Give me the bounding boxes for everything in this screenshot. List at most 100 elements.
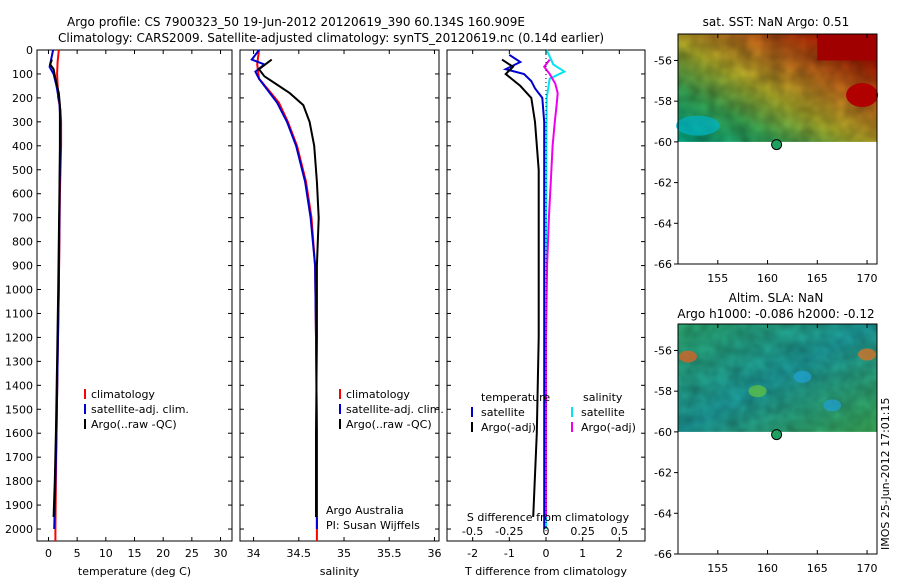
series-line — [502, 53, 546, 529]
secondary-axis-label: S difference from climatology — [467, 511, 630, 524]
profile-location-marker — [771, 139, 783, 151]
x-tick-label: 2 — [616, 547, 623, 560]
y-tick-label: 1600 — [5, 427, 33, 440]
y-tick-label: -58 — [654, 95, 672, 108]
y-tick-label: 1000 — [5, 284, 33, 297]
y-tick-label: 1300 — [5, 355, 33, 368]
warm-patch — [846, 83, 879, 108]
x-tick-label: 1 — [579, 547, 586, 560]
y-tick-label: 500 — [12, 164, 33, 177]
y-tick-label: 600 — [12, 188, 33, 201]
x-tick-label: 0 — [543, 547, 550, 560]
y-tick-label: 700 — [12, 212, 33, 225]
plot-frame — [36, 49, 233, 542]
anomaly-patch — [793, 370, 812, 383]
secondary-tick-label: 0.25 — [570, 525, 595, 538]
y-tick-label: -64 — [654, 507, 672, 520]
y-tick-label: 2000 — [5, 523, 33, 536]
y-tick-label: -56 — [654, 54, 672, 67]
secondary-tick-label: 0.5 — [611, 525, 629, 538]
anomaly-patch — [748, 385, 767, 398]
y-tick-label: 1500 — [5, 403, 33, 416]
legend-label: Argo(..raw -QC) — [346, 418, 432, 431]
x-tick-label: 30 — [214, 547, 228, 560]
timestamp-label: IMOS 25-Jun-2012 17:01:15 — [879, 397, 892, 550]
sla-map-title: Altim. SLA: NaN — [729, 291, 824, 305]
y-tick-label: -62 — [654, 467, 672, 480]
x-axis-label: salinity — [320, 565, 360, 578]
x-tick-label: 0 — [45, 547, 52, 560]
sla-map-subtitle: Argo h1000: -0.086 h2000: -0.12 — [677, 307, 874, 321]
anomaly-patch — [858, 348, 877, 361]
y-tick-label: -62 — [654, 177, 672, 190]
y-tick-label: 1800 — [5, 475, 33, 488]
y-tick-label: 200 — [12, 92, 33, 105]
x-tick-label: 25 — [185, 547, 199, 560]
x-tick-label: 10 — [99, 547, 113, 560]
plot-frame — [239, 49, 440, 542]
warm-patch — [817, 34, 877, 61]
x-tick-label: 34.5 — [287, 547, 312, 560]
secondary-tick-label: -0.5 — [462, 525, 483, 538]
map-frame — [677, 33, 878, 265]
series-line — [542, 58, 559, 517]
y-tick-label: 0 — [26, 44, 33, 57]
y-tick-label: 800 — [12, 236, 33, 249]
y-tick-label: -64 — [654, 217, 672, 230]
x-tick-label: 155 — [707, 562, 728, 575]
x-tick-label: 160 — [757, 562, 778, 575]
sst-map-title: sat. SST: NaN Argo: 0.51 — [703, 15, 850, 29]
x-tick-label: 20 — [156, 547, 170, 560]
x-tick-label: 170 — [857, 562, 878, 575]
y-tick-label: 1900 — [5, 499, 33, 512]
y-tick-label: -66 — [654, 548, 672, 561]
y-tick-label: 100 — [12, 68, 33, 81]
salinity-panel: 34 34.5 35 35.5 36 salinity climatology satelli… — [239, 49, 444, 578]
y-tick-label: 300 — [12, 116, 33, 129]
legend-label: climatology — [346, 388, 410, 401]
cool-patch — [675, 115, 720, 136]
y-tick-label: -58 — [654, 385, 672, 398]
x-tick-label: 34 — [247, 547, 261, 560]
secondary-tick-label: -0.25 — [495, 525, 523, 538]
x-tick-label: 35.5 — [377, 547, 402, 560]
series-line — [257, 58, 320, 517]
y-tick-label: 900 — [12, 260, 33, 273]
y-tick-label: -60 — [654, 426, 672, 439]
y-tick-label: -66 — [654, 258, 672, 271]
x-tick-label: 36 — [427, 547, 441, 560]
map-texture — [678, 324, 877, 432]
difference-panel: -2 -1 0 1 2 T difference from climatology -0.5… — [446, 49, 646, 578]
y-tick-label: 400 — [12, 140, 33, 153]
title-line-1: Argo profile: CS 7900323_50 19-Jun-2012 … — [67, 15, 525, 29]
legend-label: satellite — [481, 406, 525, 419]
legend-group-title: temperature — [481, 391, 550, 404]
legend-label: Argo(-adj) — [481, 421, 536, 434]
legend-label: satellite — [581, 406, 625, 419]
x-axis-label: T difference from climatology — [464, 565, 627, 578]
x-tick-label: 160 — [757, 272, 778, 285]
annotation-institution: Argo Australia — [326, 504, 404, 517]
anomaly-patch — [678, 350, 697, 363]
map-frame — [677, 323, 878, 555]
y-tick-label: 1200 — [5, 331, 33, 344]
y-tick-label: 1400 — [5, 379, 33, 392]
sla-map-panel: -56 -58 -60 -62 -64 -66 155 160 165 170 — [654, 323, 878, 575]
y-tick-label: 1100 — [5, 307, 33, 320]
annotation-pi: PI: Susan Wijffels — [326, 519, 420, 532]
y-tick-label: -60 — [654, 136, 672, 149]
x-tick-label: 165 — [807, 272, 828, 285]
x-tick-label: 170 — [857, 272, 878, 285]
x-tick-label: 35 — [337, 547, 351, 560]
x-tick-label: 165 — [807, 562, 828, 575]
title-line-2: Climatology: CARS2009. Satellite-adjuste… — [58, 31, 604, 45]
y-tick-label: -56 — [654, 344, 672, 357]
series-line — [501, 58, 540, 518]
legend-label: satellite-adj. clim. — [91, 403, 189, 416]
legend-label: satellite-adj. clim. — [346, 403, 444, 416]
y-tick-label: 1700 — [5, 451, 33, 464]
x-tick-label: 155 — [707, 272, 728, 285]
x-axis-label: temperature (deg C) — [78, 565, 191, 578]
x-tick-label: 5 — [74, 547, 81, 560]
